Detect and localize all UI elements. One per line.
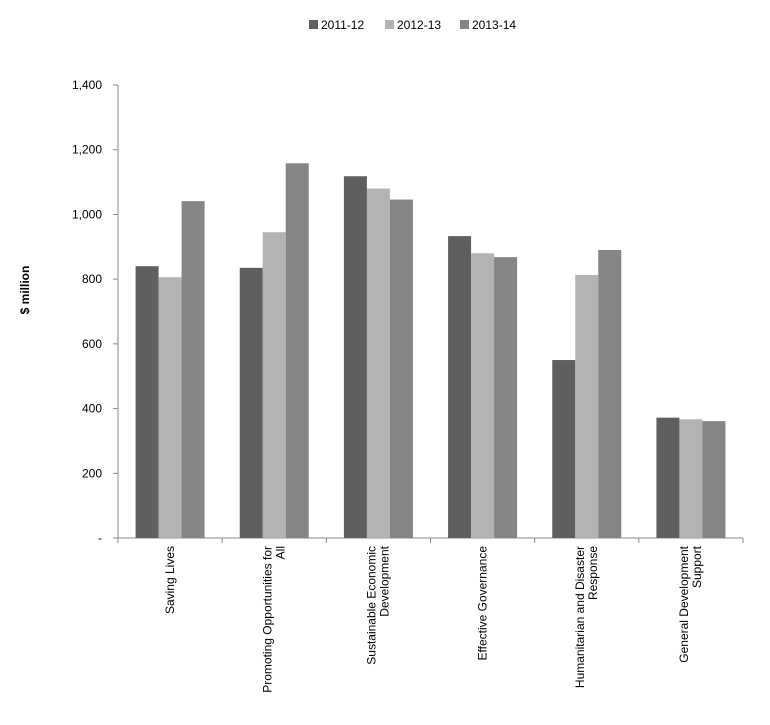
legend-label: 2013-14 [472,18,516,32]
legend-label: 2012-13 [397,18,441,32]
x-tick-label-line: Response [586,546,600,600]
bar [285,163,309,538]
x-tick-label-line: Support [690,545,704,588]
bars [135,163,726,539]
y-tick-label: 600 [82,337,102,351]
legend: 2011-12 2012-13 2013-14 [309,18,516,32]
x-tick-label: Effective Governance [476,546,490,661]
y-axis: - 200 400 600 800 1,000 1,200 1,400 [72,78,119,545]
legend-swatch [460,20,469,29]
bar [389,199,413,538]
y-tick-label: 1,000 [72,207,102,221]
x-tick-label-line: Development [377,545,391,616]
bar [656,417,680,538]
bar [262,232,286,538]
y-tick-label: 400 [82,402,102,416]
x-axis [117,537,744,543]
y-tick-label: - [98,531,102,545]
bar [366,188,390,539]
legend-swatch [309,20,318,29]
y-tick-label: 200 [82,466,102,480]
bar [471,253,495,538]
bar [552,360,576,538]
legend-item: 2012-13 [385,18,441,32]
x-tick-label-line: All [273,546,287,559]
bar [575,274,599,538]
y-tick-label: 1,400 [72,78,102,92]
x-tick-label: Promoting Opportunities for All [260,546,287,693]
x-tick-labels: Saving Lives Promoting Opportunities for A… [163,545,704,692]
bar [679,419,703,538]
x-tick-label-line: Sustainable Economic [364,546,378,665]
legend-label: 2011-12 [321,18,364,32]
legend-swatch [385,20,394,29]
x-tick-label: Sustainable Economic Development [364,545,391,664]
x-tick-label: General Development Support [677,545,704,662]
y-axis-title: $ million [18,266,32,315]
x-tick-label-line: Humanitarian and Disaster [573,546,587,688]
bar [702,421,726,538]
bar [448,236,472,539]
x-tick-label: Humanitarian and Disaster Response [573,546,600,688]
y-axis-title-group: $ million [18,266,32,315]
bar [494,257,518,538]
bar [239,267,263,538]
y-tick-label: 1,200 [72,143,102,157]
bar [158,277,182,538]
bar [343,176,367,539]
legend-item: 2013-14 [460,18,516,32]
x-tick-label-line: Promoting Opportunities for [260,546,274,693]
bar [181,201,205,538]
bar [135,266,159,538]
bar [598,250,622,538]
x-tick-label-line: General Development [677,545,691,662]
x-tick-label-line: Saving Lives [163,546,177,614]
legend-item: 2011-12 [309,18,364,32]
x-tick-label-line: Effective Governance [476,546,490,661]
y-tick-label: 800 [82,272,102,286]
x-tick-label: Saving Lives [163,546,177,614]
